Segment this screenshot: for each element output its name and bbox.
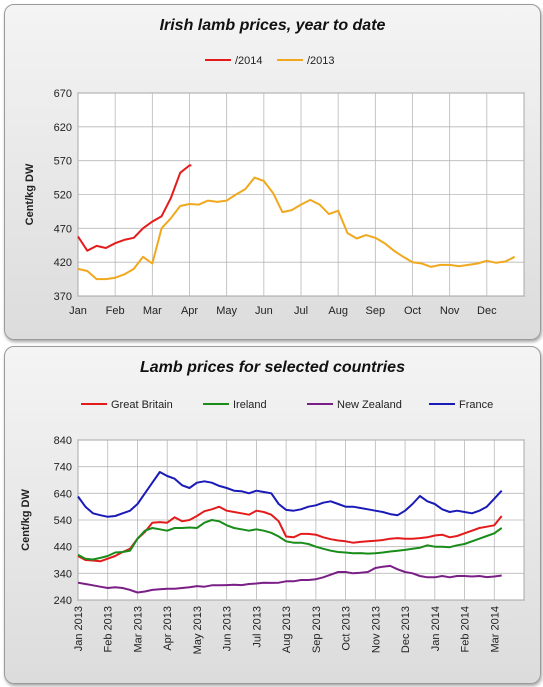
irish-lamb-prices-panel: Irish lamb prices, year to date 370 420 47…	[4, 4, 541, 340]
x-tick-label: Dec	[477, 305, 497, 317]
legend-label: /2014	[235, 55, 263, 67]
x-tick-label: Mar 2014	[489, 606, 501, 652]
x-tick-label: Jan	[69, 305, 87, 317]
x-tick-label: Nov	[440, 305, 460, 317]
y-tick-label: 440	[54, 542, 72, 554]
x-tick-label: Dec 2013	[400, 606, 412, 653]
x-tick-label: May 2013	[192, 606, 204, 654]
y-tick-label: 640	[54, 488, 72, 500]
x-tick-label: Jul	[294, 305, 308, 317]
y-axis-label: Cent/kg DW	[20, 489, 32, 551]
y-tick-label: 240	[54, 595, 72, 607]
chart1-title: Irish lamb prices, year to date	[159, 17, 386, 34]
x-tick-label: Jan 2014	[430, 606, 442, 651]
y-tick-label: 370	[54, 291, 72, 303]
y-tick-label: 470	[54, 223, 72, 235]
y-tick-label: 420	[54, 257, 72, 269]
x-tick-label: Oct 2013	[341, 606, 353, 651]
legend-label: France	[459, 399, 493, 411]
x-tick-label: Feb 2014	[460, 606, 472, 652]
x-tick-label: Nov 2013	[370, 606, 382, 653]
y-tick-label: 740	[54, 462, 72, 474]
series-line-2	[77, 564, 502, 594]
x-tick-label: Aug	[328, 305, 348, 317]
series-line-1	[77, 519, 503, 561]
x-tick-label: Jan 2013	[73, 606, 85, 651]
x-tick-label: Mar 2013	[132, 606, 144, 652]
y-tick-label: 540	[54, 515, 72, 527]
x-tick-label: Aug 2013	[281, 606, 293, 653]
x-tick-label: Jul 2013	[251, 606, 263, 648]
x-tick-label: Mar	[143, 305, 162, 317]
series-line-0	[77, 164, 192, 252]
series-line-1	[77, 176, 516, 281]
x-tick-label: Jun 2013	[222, 606, 234, 651]
y-tick-label: 670	[54, 88, 72, 100]
legend-label: /2013	[307, 55, 335, 67]
series-line-3	[77, 471, 503, 518]
y-tick-label: 840	[54, 435, 72, 447]
y-tick-label: 570	[54, 156, 72, 168]
y-tick-label: 340	[54, 568, 72, 580]
x-tick-label: Jun	[255, 305, 273, 317]
x-tick-label: Sep 2013	[311, 606, 323, 653]
irish-lamb-prices-chart: 370 420 470 520 570 620 670 Jan Feb Mar Apr May Jun J…	[24, 55, 525, 317]
x-tick-label: Oct	[404, 305, 421, 317]
chart2-title: Lamb prices for selected countries	[140, 359, 405, 376]
legend-label: New Zealand	[337, 399, 402, 411]
y-tick-label: 620	[54, 122, 72, 134]
legend-label: Ireland	[233, 399, 267, 411]
y-axis-label: Cent/kg DW	[24, 163, 36, 225]
x-tick-label: Feb	[106, 305, 125, 317]
x-tick-label: Apr	[181, 305, 198, 317]
legend-label: Great Britain	[111, 399, 173, 411]
y-tick-label: 520	[54, 190, 72, 202]
x-tick-label: Feb 2013	[103, 606, 115, 652]
selected-countries-chart: 240 340 440 540 640 740 840 Jan 2013 Feb 2013 Mar…	[20, 399, 525, 654]
series-line-0	[77, 505, 503, 563]
x-tick-label: Sep	[366, 305, 386, 317]
x-tick-label: Apr 2013	[162, 606, 174, 651]
x-tick-label: May	[216, 305, 237, 317]
selected-countries-panel: Lamb prices for selected countries 240 34…	[4, 346, 541, 684]
